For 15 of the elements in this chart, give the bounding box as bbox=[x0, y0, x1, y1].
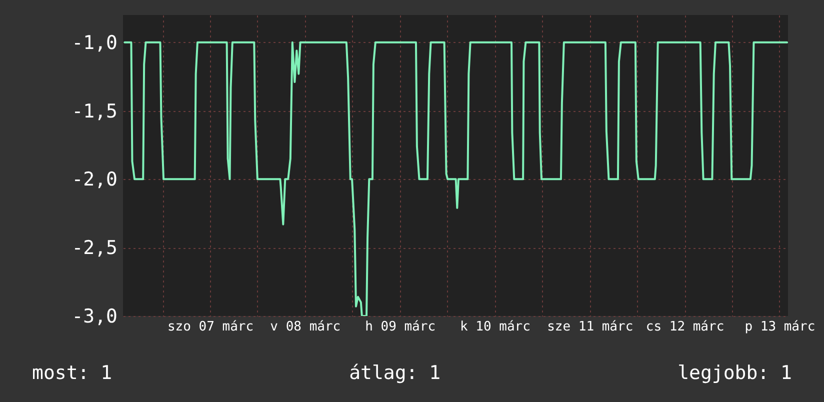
x-tick-label: szo 07 márc bbox=[167, 320, 254, 334]
y-tick-label: -1,5 bbox=[72, 100, 118, 122]
text: most: 1 bbox=[32, 362, 112, 384]
x-tick-label: v 08 márc bbox=[270, 320, 341, 334]
x-tick-label: k 10 márc bbox=[460, 320, 530, 334]
x-tick-label: cs 12 márc bbox=[646, 320, 724, 334]
text: átlag: 1 bbox=[349, 362, 441, 384]
y-tick-label: -3,0 bbox=[72, 306, 118, 328]
text: legjobb: 1 bbox=[678, 362, 792, 384]
y-tick-label: -2,5 bbox=[72, 237, 118, 260]
x-tick-label: p 13 márc bbox=[744, 320, 816, 334]
x-tick-label: h 09 márc bbox=[365, 320, 436, 334]
x-tick-label: sze 11 márc bbox=[547, 320, 634, 334]
y-tick-label: -1,0 bbox=[72, 32, 118, 54]
y-tick-label: -2,0 bbox=[72, 168, 118, 191]
